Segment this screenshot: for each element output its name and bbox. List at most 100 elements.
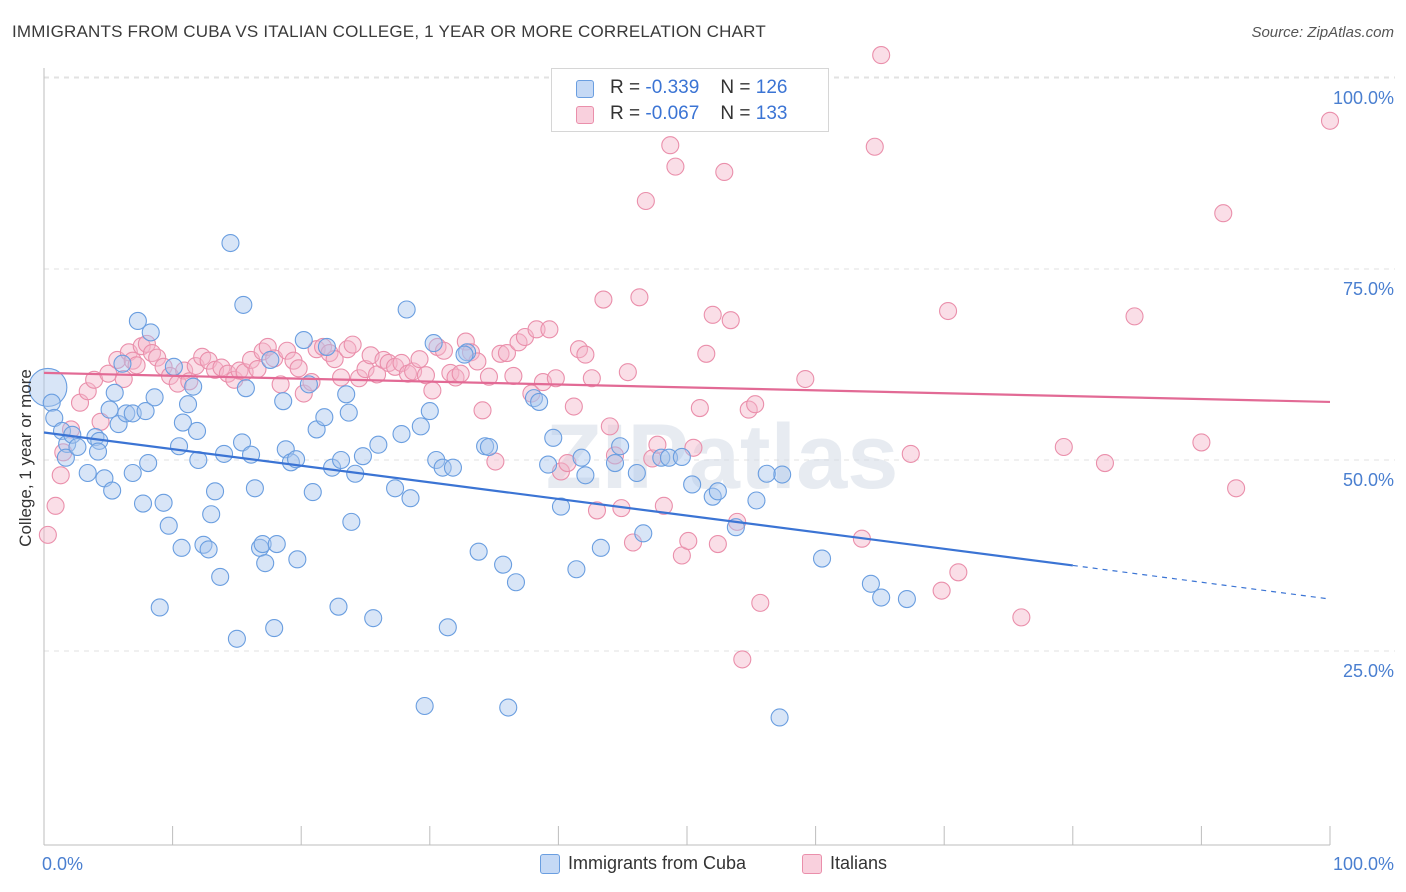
cuba-point	[672, 447, 691, 466]
italians-point	[546, 369, 565, 388]
italians-point	[564, 397, 583, 416]
cuba-point	[455, 345, 474, 364]
cuba-points	[28, 233, 916, 727]
italians-point	[451, 364, 470, 383]
italians-point	[703, 305, 722, 324]
italians-point	[1012, 608, 1031, 627]
cuba-point	[299, 375, 318, 394]
cuba-point	[747, 491, 766, 510]
cuba-point	[265, 619, 284, 638]
x-tick-label: 100.0%	[1333, 854, 1394, 874]
bottom-legend-label-cuba: Immigrants from Cuba	[568, 853, 747, 873]
y-tick-label: 25.0%	[1343, 661, 1394, 681]
italians-point	[491, 344, 510, 363]
italians-point	[434, 341, 453, 360]
italians-point	[1192, 433, 1211, 452]
italians-point	[127, 356, 146, 375]
italians-point	[1227, 479, 1246, 498]
cuba-point	[652, 448, 671, 467]
italians-point	[1320, 111, 1340, 130]
cuba-point	[154, 493, 173, 512]
cuba-point	[479, 437, 499, 457]
legend-r-label: R =	[610, 103, 641, 124]
cuba-point	[253, 534, 272, 554]
cuba-point	[261, 350, 280, 369]
cuba-point	[232, 433, 252, 452]
italians-point	[473, 401, 492, 420]
legend-swatch-italians	[576, 106, 594, 124]
cuba-point	[369, 435, 388, 454]
italians-point	[51, 466, 70, 485]
cuba-point	[364, 609, 383, 628]
y-tick-label: 100.0%	[1333, 88, 1394, 108]
cuba-point	[117, 404, 136, 423]
cuba-point	[411, 417, 430, 436]
italians-point	[733, 650, 752, 669]
cuba-point	[245, 479, 264, 498]
italians-point	[865, 137, 884, 156]
cuba-point	[136, 402, 155, 421]
cuba-point	[544, 428, 563, 447]
cuba-point	[469, 542, 488, 561]
italians-point	[654, 496, 673, 515]
cuba-point	[202, 505, 221, 524]
italians-point	[666, 157, 685, 176]
cuba-point	[317, 337, 336, 356]
italians-point	[1095, 454, 1114, 473]
cuba-point	[172, 538, 191, 557]
cuba-point	[288, 550, 307, 569]
cuba-point	[572, 448, 591, 467]
italians-point	[587, 501, 607, 520]
cuba-point	[353, 447, 372, 466]
cuba-point	[433, 458, 452, 477]
cuba-point	[499, 698, 518, 717]
italians-point	[332, 368, 351, 387]
italians-point	[751, 593, 770, 612]
correlation-legend: R = -0.339 N = 126 R = -0.067 N = 133	[551, 68, 829, 132]
y-axis-label: College, 1 year or more	[16, 369, 35, 547]
cuba-point	[103, 481, 122, 500]
cuba-point	[128, 311, 147, 331]
cuba-point	[139, 454, 158, 473]
italians-point	[582, 369, 601, 388]
cuba-point	[332, 450, 351, 470]
legend-n-value: 126	[755, 77, 788, 98]
cuba-point	[145, 388, 164, 407]
cuba-point	[100, 400, 119, 419]
cuba-point	[256, 554, 275, 573]
italians-point	[623, 533, 643, 552]
italians-point	[527, 320, 546, 339]
italians-point	[558, 454, 577, 473]
cuba-point	[897, 589, 916, 609]
cuba-point	[105, 383, 124, 402]
legend-r-value: -0.339	[645, 77, 700, 98]
cuba-point	[812, 549, 832, 568]
italians-point	[630, 288, 649, 307]
cuba-point	[164, 357, 183, 376]
cuba-point	[634, 524, 653, 543]
source-credit: Source: ZipAtlas.com	[1251, 24, 1394, 41]
legend-r-value: -0.067	[645, 103, 700, 124]
italians-point	[410, 350, 429, 369]
italians-point	[78, 382, 97, 401]
cuba-point	[605, 454, 625, 473]
cuba-point	[339, 403, 358, 422]
italians-point	[690, 398, 709, 418]
italians-point	[137, 334, 156, 353]
italians-point	[872, 46, 891, 65]
cuba-point	[443, 458, 462, 477]
cuba-point	[68, 437, 87, 457]
cuba-point	[494, 555, 513, 574]
cuba-point	[88, 442, 108, 461]
y-tick-label: 75.0%	[1343, 279, 1394, 299]
cuba-point	[342, 512, 361, 531]
cuba-point	[424, 334, 443, 353]
italians-point	[540, 320, 559, 339]
axes	[43, 68, 1331, 846]
italians-point	[679, 531, 698, 551]
italians-point	[661, 136, 680, 155]
cuba-point	[420, 402, 439, 421]
legend-swatch-cuba	[576, 80, 594, 98]
cuba-point	[329, 597, 348, 616]
cuba-point	[315, 408, 334, 427]
